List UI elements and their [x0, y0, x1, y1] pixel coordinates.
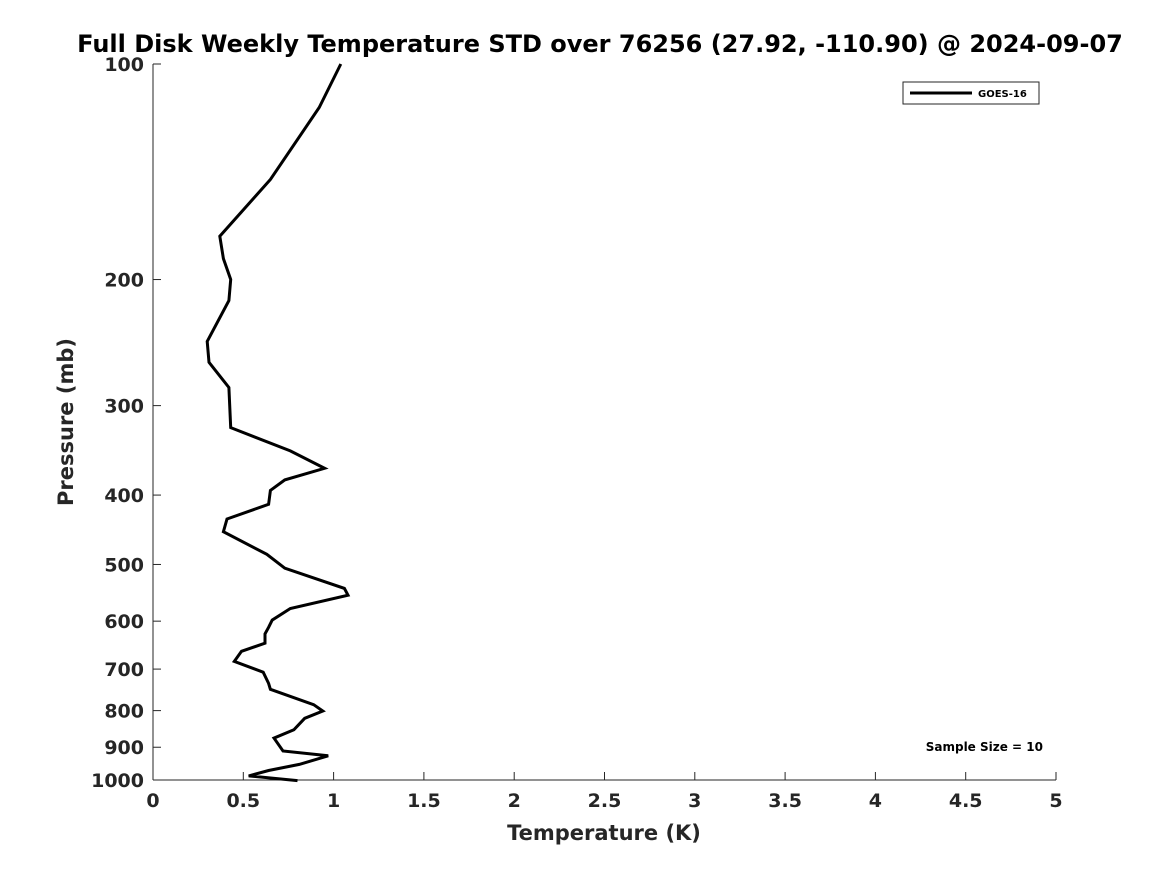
x-tick-label: 5 [1049, 790, 1062, 812]
x-tick-label: 1 [327, 790, 340, 812]
y-tick-label: 600 [104, 611, 144, 633]
series-group [205, 63, 351, 783]
y-axis-label: Pressure (mb) [54, 338, 78, 506]
y-tick-label: 900 [104, 737, 144, 759]
x-tick-group: 0 0.5 1 1.5 2 2.5 3 3.5 4 4.5 5 [146, 772, 1063, 812]
x-tick-label: 4.5 [949, 790, 983, 812]
series-line-goes-16 [205, 63, 351, 783]
x-tick-label: 0.5 [226, 790, 260, 812]
y-tick-label: 400 [104, 485, 144, 507]
x-tick-label: 4 [869, 790, 882, 812]
y-tick-label: 700 [104, 659, 144, 681]
axes-box [152, 64, 1056, 781]
x-axis-label: Temperature (K) [507, 821, 701, 845]
legend-label-goes-16: GOES-16 [978, 89, 1027, 100]
y-tick-label: 300 [104, 396, 144, 418]
y-tick-group: 100 200 300 400 500 600 700 800 900 1000 [91, 54, 161, 792]
x-tick-label: 2 [508, 790, 521, 812]
x-tick-label: 0 [146, 790, 159, 812]
x-tick-label: 2.5 [588, 790, 622, 812]
y-tick-label: 200 [104, 270, 144, 292]
sample-size-annotation: Sample Size = 10 [926, 740, 1043, 754]
y-tick-label: 500 [104, 554, 144, 576]
legend: GOES-16 [902, 81, 1040, 105]
y-tick-label: 100 [104, 54, 144, 76]
x-tick-label: 3 [688, 790, 701, 812]
x-tick-label: 3.5 [768, 790, 802, 812]
chart-title: Full Disk Weekly Temperature STD over 76… [77, 30, 1123, 58]
y-tick-label: 1000 [91, 770, 144, 792]
x-tick-label: 1.5 [407, 790, 441, 812]
y-tick-label: 800 [104, 701, 144, 723]
